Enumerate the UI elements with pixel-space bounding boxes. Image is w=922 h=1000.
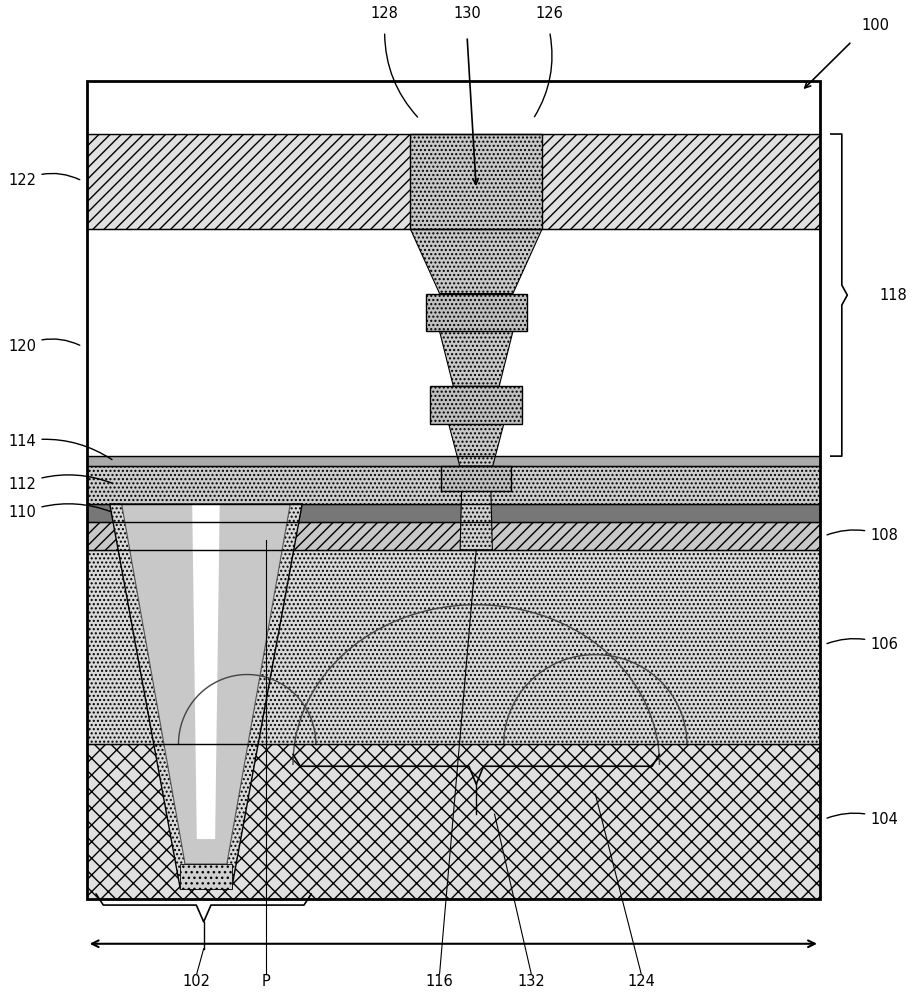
Bar (442, 466, 511, 491)
Bar (87, 134, 820, 229)
Polygon shape (449, 424, 503, 466)
Bar (87, 81, 820, 899)
Text: 116: 116 (426, 974, 454, 989)
Text: 132: 132 (517, 974, 545, 989)
Bar (87, 466, 820, 504)
Bar (87, 81, 820, 134)
Text: 112: 112 (8, 475, 112, 492)
Text: 100: 100 (861, 18, 889, 33)
Text: 114: 114 (8, 434, 112, 460)
Text: 106: 106 (827, 637, 898, 652)
Text: 108: 108 (827, 528, 898, 543)
Text: 110: 110 (8, 504, 112, 520)
Text: 124: 124 (627, 974, 656, 989)
Bar (87, 522, 820, 550)
Bar (87, 550, 820, 744)
Text: 130: 130 (454, 6, 481, 21)
Polygon shape (460, 491, 492, 550)
Text: 104: 104 (827, 812, 898, 827)
Bar (410, 134, 542, 229)
Bar (87, 456, 820, 466)
Bar (87, 504, 820, 522)
Polygon shape (410, 229, 542, 294)
Bar (87, 229, 820, 456)
Bar (181, 864, 231, 889)
Bar (431, 386, 522, 424)
Polygon shape (192, 504, 219, 839)
Text: 102: 102 (183, 974, 211, 989)
Polygon shape (440, 331, 513, 386)
Bar (426, 294, 526, 331)
Text: 118: 118 (880, 288, 907, 303)
Text: 120: 120 (8, 339, 79, 354)
Text: 122: 122 (8, 173, 79, 188)
Bar (87, 744, 820, 899)
Text: P: P (261, 974, 270, 989)
Text: 126: 126 (536, 6, 563, 21)
Polygon shape (110, 504, 302, 889)
Polygon shape (122, 504, 290, 864)
Bar (87, 81, 820, 899)
Text: 128: 128 (371, 6, 398, 21)
